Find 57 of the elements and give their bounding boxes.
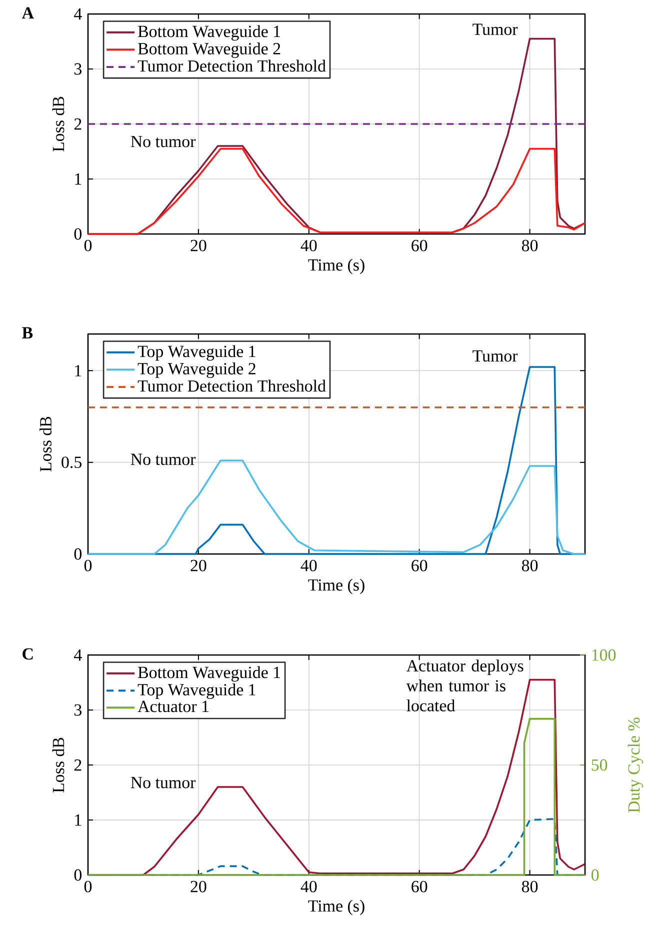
x-tick-label: 60: [412, 880, 428, 892]
y2-tick-label: 50: [592, 759, 608, 771]
legend-label: Tumor Detection Threshold: [138, 380, 326, 392]
x-tick-label: 60: [412, 240, 428, 252]
x-tick-label: 80: [522, 240, 538, 252]
x-tick-label: 40: [300, 560, 317, 572]
y-tick-label: 3: [74, 704, 82, 716]
y-tick-label: 1: [75, 814, 82, 826]
y2-tick-label: 0: [591, 869, 599, 881]
y-tick-label: 2: [74, 759, 82, 771]
legend-label: Tumor Detection Threshold: [138, 60, 326, 72]
annotation: Tumor: [472, 350, 518, 362]
y-axis-title: Loss dB: [52, 738, 64, 793]
y2-tick-label: 100: [592, 649, 616, 661]
legend-label: Top Waveguide 1: [138, 684, 256, 699]
x-tick-label: 60: [412, 560, 428, 572]
x-axis-title: Time (s): [308, 258, 364, 274]
x-tick-label: 20: [190, 240, 206, 252]
annotation: No tumor: [130, 454, 196, 466]
x-tick-label: 0: [84, 240, 92, 252]
y-tick-label: 0: [74, 228, 82, 240]
annotation: Actuator deploys when tumor is located: [406, 660, 524, 712]
legend-label: Bottom Waveguide 1: [138, 666, 280, 682]
legend-label: Top Waveguide 2: [138, 362, 256, 378]
legend-label: Actuator 1: [138, 700, 208, 712]
x-tick-label: 20: [190, 880, 206, 892]
x-tick-label: 80: [522, 880, 538, 892]
y-tick-label: 0.5: [62, 456, 82, 468]
x-axis-title: Time (s): [308, 900, 364, 916]
y-tick-label: 0: [74, 869, 82, 881]
annotation: Tumor: [472, 24, 518, 36]
line-series: [87, 148, 586, 235]
x-tick-label: 0: [84, 560, 92, 572]
y2-axis-title: Duty Cycle %: [628, 718, 644, 812]
chart-title: A: [22, 7, 34, 18]
y-axis-title: Loss dB: [52, 96, 64, 152]
legend-label: Top Waveguide 1: [138, 345, 256, 361]
y-tick-label: 2: [74, 118, 82, 130]
y-tick-label: 4: [74, 8, 82, 20]
annotation: No tumor: [130, 776, 196, 788]
legend-label: Bottom Waveguide 2: [138, 42, 280, 58]
y-tick-label: 1: [75, 365, 82, 376]
x-tick-label: 20: [190, 560, 206, 572]
chart-title: C: [22, 648, 33, 660]
legend-label: Bottom Waveguide 1: [138, 25, 280, 41]
x-tick-label: 0: [84, 880, 92, 892]
y-tick-label: 1: [75, 173, 82, 185]
x-axis-title: Time (s): [308, 578, 364, 594]
x-tick-label: 80: [522, 560, 538, 572]
chart-title: B: [22, 327, 33, 338]
annotation: No tumor: [130, 136, 196, 148]
y-axis-title: Loss dB: [40, 416, 52, 472]
y-tick-label: 4: [74, 649, 82, 661]
x-tick-label: 40: [300, 240, 317, 252]
y-tick-label: 0: [74, 548, 82, 560]
x-tick-label: 40: [300, 880, 317, 892]
y-tick-label: 3: [74, 63, 82, 75]
